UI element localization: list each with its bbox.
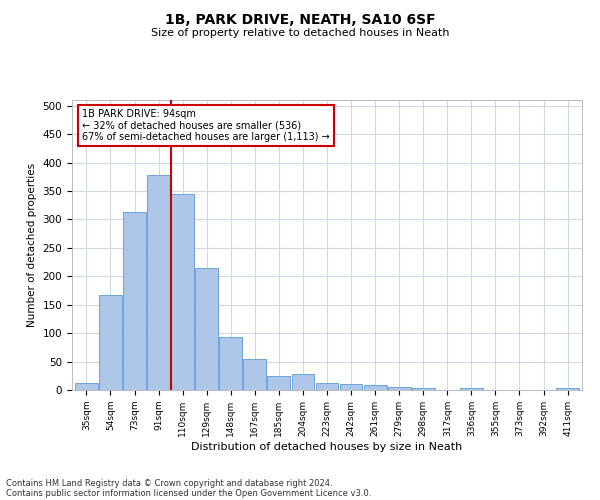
Bar — [123, 212, 146, 390]
Y-axis label: Number of detached properties: Number of detached properties — [27, 163, 37, 327]
Text: Size of property relative to detached houses in Neath: Size of property relative to detached ho… — [151, 28, 449, 38]
Bar — [460, 388, 483, 390]
Bar — [556, 388, 579, 390]
Bar — [99, 295, 122, 390]
Text: 1B PARK DRIVE: 94sqm
← 32% of detached houses are smaller (536)
67% of semi-deta: 1B PARK DRIVE: 94sqm ← 32% of detached h… — [82, 108, 330, 142]
Bar — [268, 376, 290, 390]
Bar — [316, 382, 338, 390]
Bar — [340, 384, 362, 390]
Bar — [195, 268, 218, 390]
Text: 1B, PARK DRIVE, NEATH, SA10 6SF: 1B, PARK DRIVE, NEATH, SA10 6SF — [164, 12, 436, 26]
Bar — [220, 337, 242, 390]
Bar — [244, 360, 266, 390]
Bar — [364, 386, 386, 390]
Bar — [75, 382, 98, 390]
Bar — [147, 175, 170, 390]
Bar — [292, 374, 314, 390]
Bar — [388, 386, 410, 390]
Bar — [171, 194, 194, 390]
Text: Contains HM Land Registry data © Crown copyright and database right 2024.: Contains HM Land Registry data © Crown c… — [6, 478, 332, 488]
Bar — [412, 388, 434, 390]
Text: Contains public sector information licensed under the Open Government Licence v3: Contains public sector information licen… — [6, 488, 371, 498]
X-axis label: Distribution of detached houses by size in Neath: Distribution of detached houses by size … — [191, 442, 463, 452]
